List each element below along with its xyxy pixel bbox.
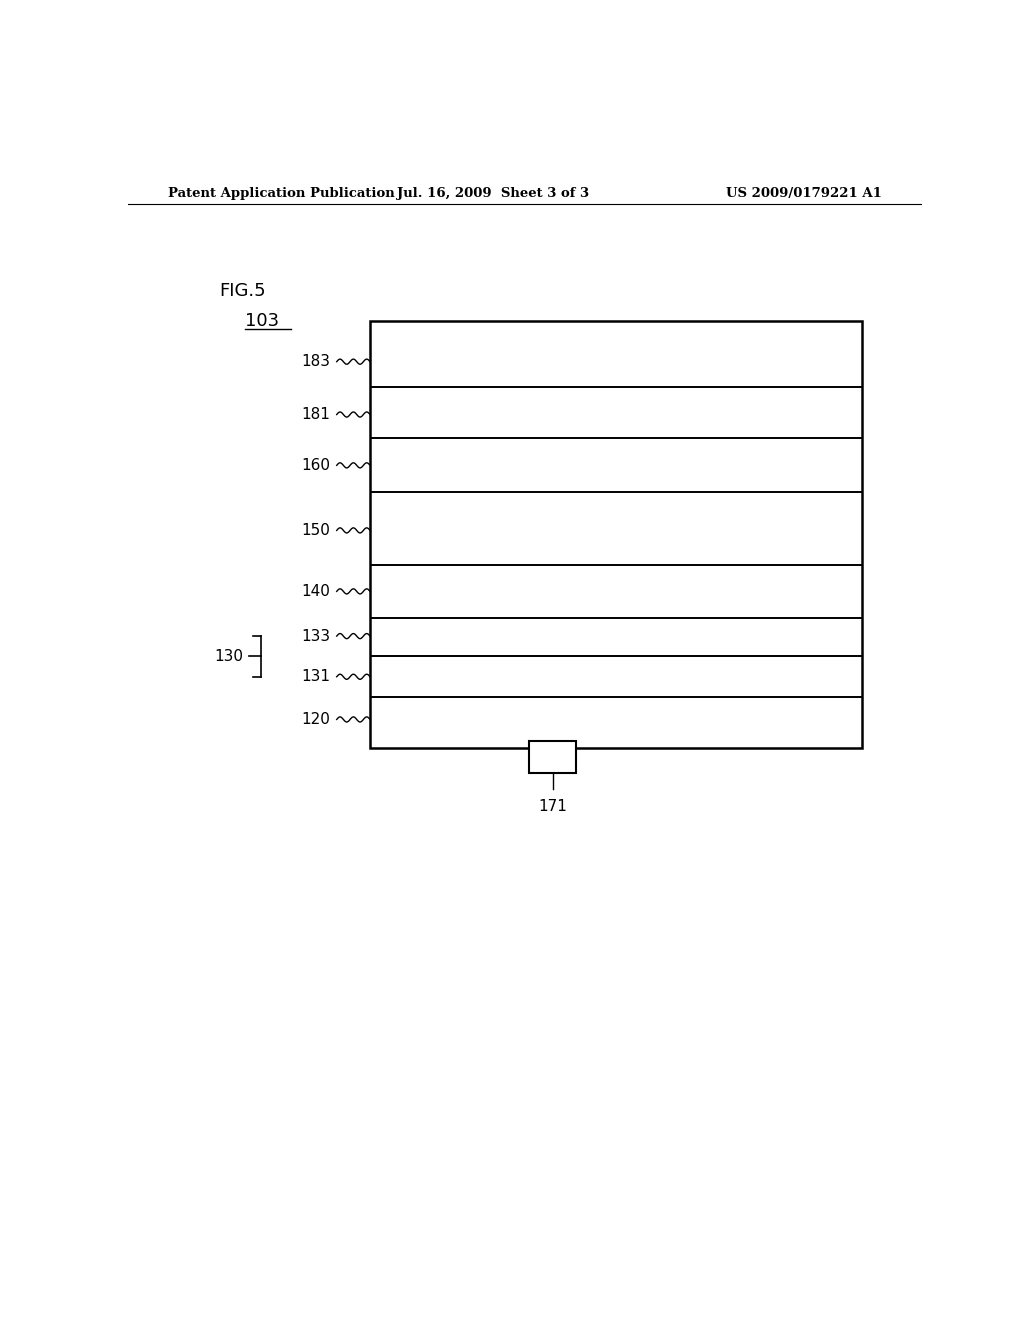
- Bar: [528, 741, 577, 774]
- Bar: [370, 321, 862, 748]
- Text: 150: 150: [301, 523, 331, 539]
- Text: Patent Application Publication: Patent Application Publication: [168, 187, 394, 201]
- Text: 171: 171: [539, 799, 567, 813]
- Text: FIG.5: FIG.5: [219, 281, 266, 300]
- Text: 183: 183: [301, 354, 331, 370]
- Text: 120: 120: [301, 711, 331, 727]
- Text: 131: 131: [301, 669, 331, 684]
- Text: US 2009/0179221 A1: US 2009/0179221 A1: [726, 187, 882, 201]
- Text: 140: 140: [301, 583, 331, 599]
- Text: 130: 130: [214, 649, 243, 664]
- Text: 160: 160: [301, 458, 331, 473]
- Text: 103: 103: [246, 312, 280, 330]
- Text: Jul. 16, 2009  Sheet 3 of 3: Jul. 16, 2009 Sheet 3 of 3: [397, 187, 589, 201]
- Text: 133: 133: [301, 628, 331, 644]
- Text: 181: 181: [301, 407, 331, 422]
